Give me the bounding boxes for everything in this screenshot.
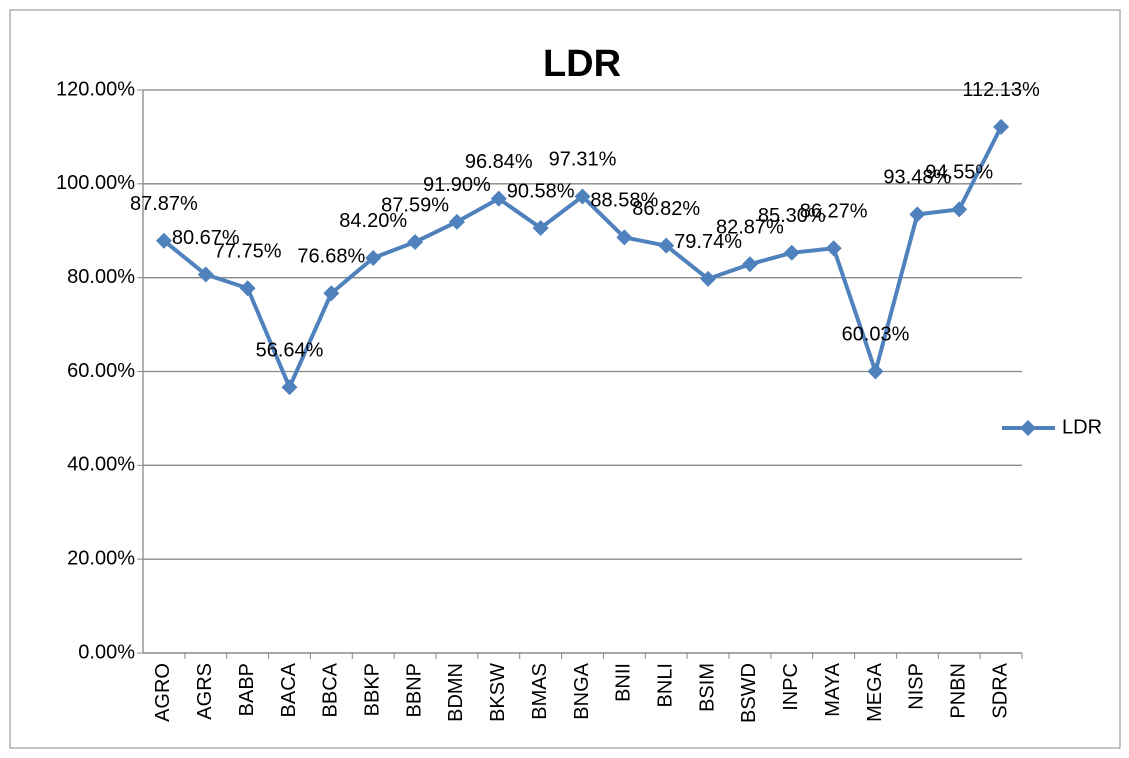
marker xyxy=(281,379,298,396)
x-tick-label: INPC xyxy=(780,663,802,711)
x-tick-label: NISP xyxy=(906,663,928,710)
data-label: 97.31% xyxy=(549,149,617,171)
marker xyxy=(825,240,842,257)
data-label: 96.84% xyxy=(465,151,533,173)
marker xyxy=(197,266,214,283)
data-label: 76.68% xyxy=(297,246,365,268)
marker xyxy=(365,249,382,266)
data-label: 56.64% xyxy=(256,340,324,362)
y-tick-label: 100.00% xyxy=(56,172,135,194)
data-label: 86.82% xyxy=(632,198,700,220)
x-tick-label: BBNP xyxy=(403,663,425,717)
legend-label: LDR xyxy=(1062,416,1102,438)
y-tick-label: 60.00% xyxy=(67,360,135,382)
marker xyxy=(532,220,549,237)
x-tick-label: BMAS xyxy=(529,663,551,720)
marker xyxy=(490,190,507,207)
x-tick-label: AGRS xyxy=(194,663,216,720)
marker xyxy=(407,234,424,251)
x-tick-label: AGRO xyxy=(152,663,174,722)
x-tick-label: BABP xyxy=(236,663,258,716)
chart-frame xyxy=(9,9,1121,749)
x-tick-label: BBCA xyxy=(320,662,342,717)
data-label: 77.75% xyxy=(214,241,282,263)
data-label: 93.48% xyxy=(883,167,951,189)
marker xyxy=(323,285,340,302)
marker xyxy=(951,201,968,218)
data-label: 60.03% xyxy=(842,324,910,346)
x-tick-label: BSIM xyxy=(696,663,718,712)
data-label: 88.58% xyxy=(590,190,658,212)
data-label: 94.55% xyxy=(925,162,993,184)
x-tick-label: BDMN xyxy=(445,663,467,722)
x-tick-label: BNGA xyxy=(571,662,593,719)
x-tick-label: BKSW xyxy=(487,663,509,722)
x-tick-label: BNII xyxy=(613,663,635,702)
y-tick-label: 40.00% xyxy=(67,454,135,476)
data-label: 82.87% xyxy=(716,216,784,238)
y-tick-label: 0.00% xyxy=(78,641,135,663)
marker xyxy=(448,213,465,230)
data-label: 80.67% xyxy=(172,227,240,249)
data-label: 90.58% xyxy=(507,180,575,202)
y-tick-label: 20.00% xyxy=(67,547,135,569)
data-label: 87.59% xyxy=(381,194,449,216)
marker xyxy=(741,256,758,273)
marker xyxy=(993,118,1010,135)
data-label: 85.30% xyxy=(758,205,826,227)
marker xyxy=(574,188,591,205)
x-tick-label: MAYA xyxy=(822,662,844,716)
data-label: 86.27% xyxy=(800,201,868,223)
x-tick-label: SDRA xyxy=(989,662,1011,718)
marker xyxy=(616,229,633,246)
y-tick-label: 120.00% xyxy=(56,78,135,100)
marker xyxy=(783,244,800,261)
x-tick-label: MEGA xyxy=(864,662,886,722)
marker xyxy=(155,232,172,249)
data-label: 87.87% xyxy=(130,193,198,215)
chart-title: LDR xyxy=(543,43,621,85)
data-label: 112.13% xyxy=(962,79,1040,101)
y-tick-label: 80.00% xyxy=(67,266,135,288)
marker xyxy=(658,237,675,254)
marker xyxy=(867,363,884,380)
data-label: 79.74% xyxy=(674,231,742,253)
data-label: 91.90% xyxy=(423,174,491,196)
x-tick-label: BNLI xyxy=(654,663,676,707)
x-tick-label: PNBN xyxy=(947,663,969,719)
x-tick-label: BBKP xyxy=(361,663,383,716)
x-tick-label: BSWD xyxy=(738,663,760,723)
x-tick-label: BACA xyxy=(278,662,300,717)
marker xyxy=(700,270,717,287)
marker xyxy=(239,280,256,297)
legend-marker xyxy=(1020,420,1036,436)
data-label: 84.20% xyxy=(339,210,407,232)
marker xyxy=(909,206,926,223)
